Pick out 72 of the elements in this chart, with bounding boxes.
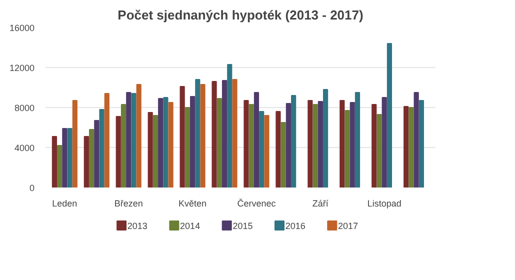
bar [340,100,345,188]
bar [232,79,238,188]
bar [99,109,104,188]
x-tick-label: Září [312,198,329,208]
bar [57,145,62,188]
bar [308,100,313,188]
bar [344,110,350,188]
bar [62,128,68,188]
bar [116,116,121,188]
bar [248,104,254,188]
bar [376,114,382,188]
x-tick-label: Březen [114,198,143,208]
bar [259,111,264,188]
bar [280,122,286,188]
bar [322,89,328,188]
bar [168,102,174,188]
legend-label: 2016 [285,221,306,231]
legend-label: 2015 [232,221,253,231]
bar [291,95,296,188]
bar [88,129,94,188]
bar [254,92,260,188]
bar [136,84,142,188]
legend-label: 2014 [180,221,200,231]
x-tick-label: Květen [178,198,207,208]
y-tick-label: 16000 [9,23,35,33]
bar [318,101,323,188]
bar [158,98,164,188]
bar [152,115,158,188]
x-tick-label: Leden [52,198,78,208]
bar [372,104,377,188]
bar [244,100,249,188]
bar [72,100,78,188]
bar [312,104,318,188]
bar [94,120,100,188]
bar [408,107,414,188]
bar [382,97,387,188]
y-tick-label: 0 [29,183,35,193]
bar [350,102,355,188]
y-tick-label: 8000 [14,103,35,113]
x-tick-label: Listopad [367,198,402,208]
bar [212,81,217,188]
bar [216,98,222,188]
bar [386,43,392,188]
bar [52,136,57,188]
bar [264,115,270,188]
bar [104,93,110,188]
bar [120,104,126,188]
legend-label: 2013 [127,221,148,231]
bar [126,92,132,188]
y-tick-label: 4000 [14,143,35,153]
bar [222,80,228,188]
bar [163,97,168,188]
bar [190,96,196,188]
bar [418,100,424,188]
bar [227,64,232,188]
bar [286,103,291,188]
y-tick-label: 12000 [9,63,35,73]
bar [414,92,419,188]
bar [354,92,360,188]
bar [131,93,136,188]
bar [180,86,185,188]
chart-title: Počet sjednaných hypoték (2013 - 2017) [118,8,364,22]
x-tick-label: Červenec [237,198,276,208]
bar [195,79,200,188]
bar [200,84,206,188]
bar [276,111,281,188]
bar [404,106,409,188]
bar [67,128,72,188]
bar [184,107,190,188]
legend-label: 2017 [338,221,358,231]
bar [84,136,89,188]
bar [148,112,153,188]
